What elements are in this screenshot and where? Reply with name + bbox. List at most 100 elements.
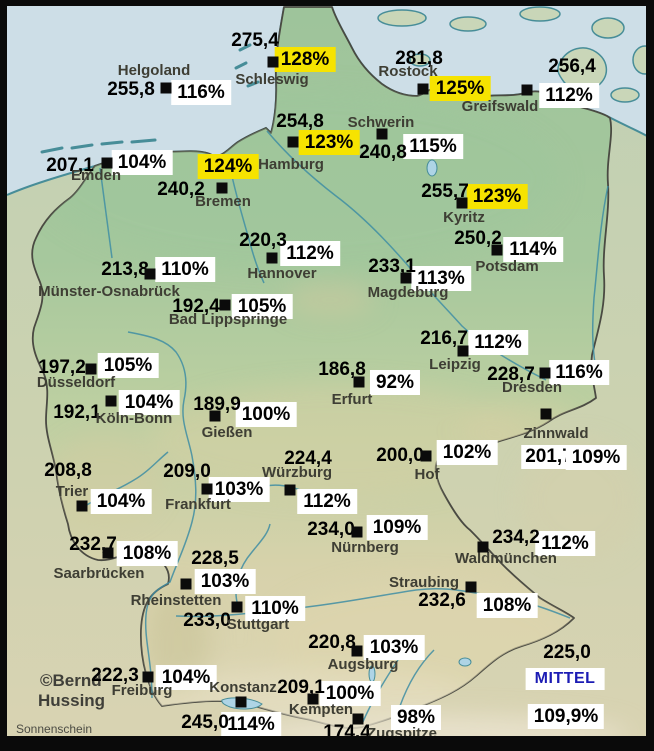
station-name: Saarbrücken (53, 565, 145, 582)
station-marker (287, 136, 299, 148)
mittel-value: 225,0 (543, 642, 591, 663)
station-marker (540, 408, 552, 420)
station-value: 224,4 (284, 448, 332, 469)
station-value: 174,4 (323, 722, 371, 743)
station-value: 200,0 (376, 445, 424, 466)
station-pct: 108% (476, 593, 538, 618)
station-name: Bad Lippspringe (168, 311, 288, 328)
station-pct: 104% (155, 665, 217, 690)
station-value: 228,5 (191, 548, 239, 569)
station-name: Düsseldorf (36, 374, 116, 391)
station-marker (231, 601, 243, 613)
station-value: 201,7 (521, 445, 577, 469)
station-value: 255,7 (421, 181, 469, 202)
station-name: Emden (70, 167, 122, 184)
station-value: 209,1 (277, 677, 325, 698)
station-marker (376, 128, 388, 140)
station-value: 275,4 (231, 30, 279, 51)
station-value: 220,3 (239, 230, 287, 251)
station-name: Rheinstetten (130, 592, 222, 609)
station-name: Dresden (501, 379, 563, 396)
station-pct: 124% (197, 154, 259, 179)
station-value: 220,8 (308, 632, 356, 653)
station-pct: 103% (363, 635, 425, 660)
station-value: 213,8 (101, 259, 149, 280)
station-pct: 105% (97, 353, 159, 378)
station-marker (456, 197, 468, 209)
station-marker (266, 252, 278, 264)
station-name: Hof (414, 466, 440, 483)
station-marker (420, 450, 432, 462)
station-marker (102, 547, 114, 559)
station-pct: 104% (111, 150, 173, 175)
station-marker (539, 367, 551, 379)
station-marker (465, 581, 477, 593)
station-pct: 103% (208, 477, 270, 502)
station-value: 254,8 (276, 111, 324, 132)
station-name: Erfurt (331, 391, 373, 408)
station-name: Helgoland (117, 62, 191, 79)
station-pct: 112% (297, 489, 357, 514)
station-pct: 125% (429, 76, 491, 101)
station-pct: 104% (90, 489, 152, 514)
station-name: Köln-Bonn (95, 410, 173, 427)
station-name: Nürnberg (331, 539, 399, 556)
station-marker (201, 483, 213, 495)
station-value: 192,1 (53, 402, 101, 423)
station-pct: 104% (118, 390, 180, 415)
station-name: Rostock (378, 63, 438, 80)
station-marker (76, 500, 88, 512)
station-pct: 100% (319, 681, 381, 706)
station-name: Leipzig (429, 356, 481, 373)
station-value: 250,2 (454, 228, 502, 249)
station-marker (284, 484, 296, 496)
station-value: 192,4 (172, 296, 220, 317)
station-value: 197,2 (38, 357, 86, 378)
station-pct: 105% (231, 294, 293, 319)
mittel-label: MITTEL (525, 668, 605, 690)
station-pct: 115% (403, 134, 463, 159)
station-name: Trier (55, 483, 89, 500)
station-value: 207,1 (46, 155, 94, 176)
station-marker (400, 272, 412, 284)
station-marker (352, 713, 364, 725)
station-pct: 92% (369, 370, 421, 395)
station-pct: 100% (235, 402, 297, 427)
station-value: 232,6 (418, 590, 466, 611)
station-value: 189,9 (193, 394, 241, 415)
station-marker (477, 541, 489, 553)
station-pct: 112% (468, 330, 528, 355)
station-value: 245,0 (181, 712, 229, 733)
station-marker (144, 268, 156, 280)
station-pct: 110% (155, 257, 215, 282)
station-value: 233,1 (368, 256, 416, 277)
station-name: Zugspitze (367, 725, 437, 742)
station-marker (235, 696, 247, 708)
station-pct: 108% (116, 541, 178, 566)
station-name: Gießen (201, 424, 253, 441)
station-marker (307, 693, 319, 705)
mittel-pct: 109,9% (527, 704, 605, 729)
station-name: Waldmünchen (455, 550, 557, 567)
station-pct: 112% (535, 531, 595, 556)
station-name: Hannover (247, 265, 317, 282)
station-name: Augsburg (327, 656, 399, 673)
station-marker (180, 578, 192, 590)
station-marker (209, 410, 221, 422)
station-value: 255,8 (107, 79, 155, 100)
station-marker (417, 83, 429, 95)
station-name: Münster-Osnabrück (38, 283, 180, 300)
station-name: Freiburg (111, 682, 173, 699)
station-marker (85, 363, 97, 375)
station-name: Hamburg (258, 156, 324, 173)
station-marker (351, 526, 363, 538)
station-pct: 109% (565, 445, 627, 470)
station-value: 209,0 (163, 461, 211, 482)
station-marker (267, 56, 279, 68)
station-name: Schwerin (347, 114, 415, 131)
station-value: 240,8 (359, 142, 407, 163)
station-name: Potsdam (475, 258, 539, 275)
station-name: Frankfurt (165, 496, 231, 513)
station-value: 186,8 (318, 359, 366, 380)
station-pct: 102% (436, 440, 498, 465)
